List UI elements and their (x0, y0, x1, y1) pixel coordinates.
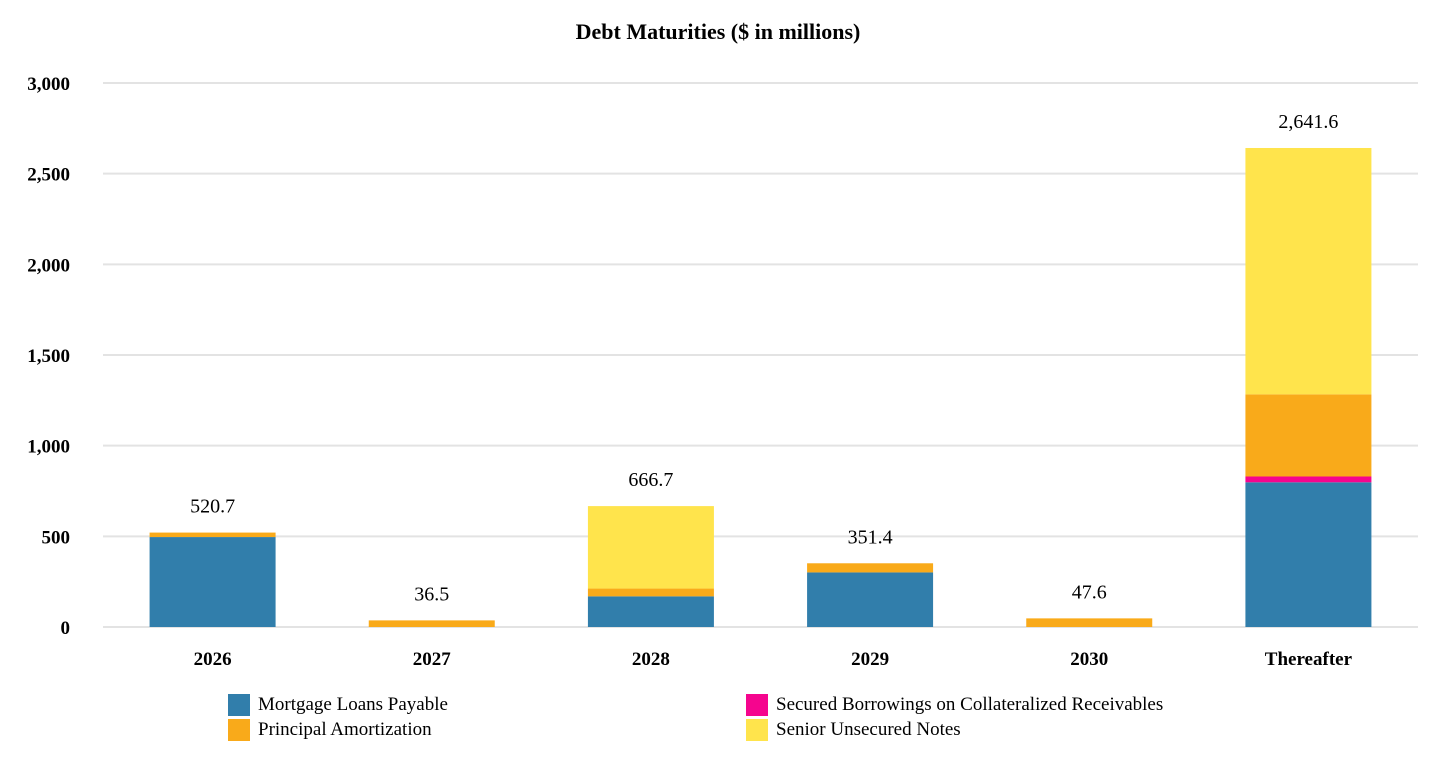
bar-segment-secured-borrowings-on-collateralized-receivables (1245, 476, 1372, 483)
bar-segment-senior-unsecured-notes (587, 506, 714, 589)
y-tick-label: 500 (42, 527, 71, 548)
legend-label: Mortgage Loans Payable (258, 694, 448, 715)
x-tick-label: 2027 (413, 649, 452, 670)
bar-segment-mortgage-loans-payable (149, 537, 276, 627)
legend-swatch (228, 694, 250, 716)
legend-item-mortgage: Mortgage Loans Payable (228, 694, 448, 716)
legend-label: Secured Borrowings on Collateralized Rec… (776, 694, 1164, 715)
y-tick-label: 2,500 (27, 165, 70, 186)
legend-item-amortization: Principal Amortization (228, 719, 432, 741)
bar-segment-senior-unsecured-notes (1245, 147, 1372, 395)
legend-label: Senior Unsecured Notes (776, 719, 961, 740)
bar-segment-principal-amortization (587, 588, 714, 597)
y-tick-label: 2,000 (27, 255, 70, 276)
bar-segment-principal-amortization (1026, 618, 1153, 627)
legend-item-senior: Senior Unsecured Notes (746, 719, 961, 741)
bar-segment-principal-amortization (149, 532, 276, 538)
bar-segment-principal-amortization (1245, 394, 1372, 477)
bar-segment-mortgage-loans-payable (587, 596, 714, 627)
legend-item-secured: Secured Borrowings on Collateralized Rec… (746, 694, 1163, 716)
bar-segment-mortgage-loans-payable (1245, 482, 1372, 627)
x-tick-label: 2028 (632, 649, 670, 670)
chart-title: Debt Maturities ($ in millions) (576, 19, 861, 44)
data-label: 2,641.6 (1278, 111, 1338, 133)
bar-segment-principal-amortization (368, 620, 495, 627)
x-tick-label: 2029 (851, 649, 889, 670)
data-label: 47.6 (1072, 581, 1107, 603)
x-tick-label: Thereafter (1265, 649, 1353, 670)
chart-svg: Debt Maturities ($ in millions) 0 500 1,00… (27, 19, 1418, 670)
data-label: 351.4 (848, 526, 893, 548)
y-tick-label: 1,000 (27, 437, 70, 458)
legend-label: Principal Amortization (258, 719, 432, 740)
legend-swatch (746, 719, 768, 741)
x-tick-label: 2030 (1070, 649, 1108, 670)
legend-swatch (746, 694, 768, 716)
y-tick-label: 0 (61, 618, 71, 639)
bar-segment-principal-amortization (807, 563, 934, 573)
data-label: 666.7 (628, 469, 673, 491)
y-tick-label: 3,000 (27, 74, 70, 95)
bar-segment-mortgage-loans-payable (807, 572, 934, 627)
data-label: 520.7 (190, 496, 235, 518)
legend-swatch (228, 719, 250, 741)
data-label: 36.5 (414, 583, 449, 605)
y-tick-label: 1,500 (27, 346, 70, 367)
x-tick-label: 2026 (194, 649, 232, 670)
